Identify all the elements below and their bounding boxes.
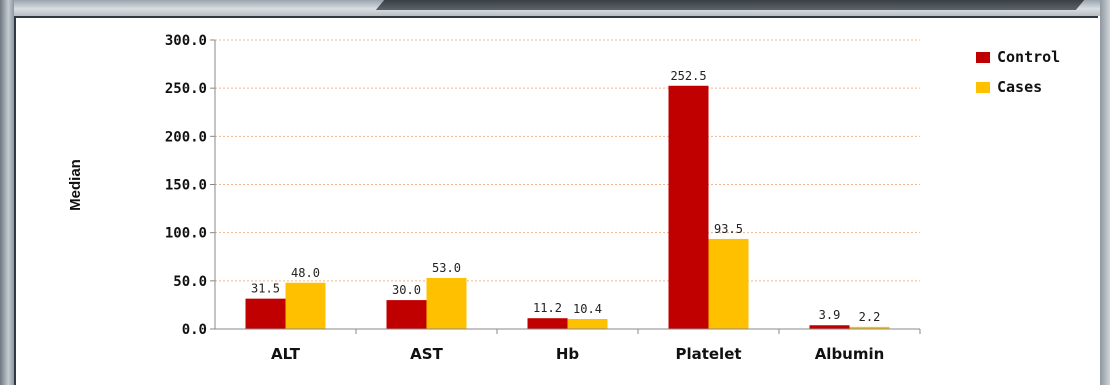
legend-label-cases: Cases — [997, 78, 1042, 96]
y-axis-label: Median — [67, 159, 84, 211]
window-frame-left — [0, 0, 14, 385]
bars — [245, 85, 890, 329]
gridlines — [215, 39, 920, 282]
y-tick-label: 150.0 — [165, 178, 207, 194]
data-label: 30.0 — [392, 283, 421, 297]
x-tick-label: Hb — [556, 345, 580, 363]
bar-cases-albumin — [849, 326, 890, 329]
y-tick-label: 250.0 — [165, 81, 207, 97]
y-tick-label: 0.0 — [182, 322, 207, 338]
data-label: 93.5 — [714, 222, 743, 236]
data-label: 31.5 — [251, 282, 280, 296]
data-label: 10.4 — [573, 302, 602, 316]
bar-cases-platelet — [708, 238, 749, 329]
y-tick-label: 200.0 — [165, 129, 207, 145]
legend-swatch-control — [976, 52, 990, 63]
y-tick-label: 300.0 — [165, 33, 207, 49]
data-label: 11.2 — [533, 301, 562, 315]
data-label: 252.5 — [670, 69, 706, 83]
x-tick-label: Albumin — [815, 345, 885, 363]
bar-control-platelet — [668, 85, 709, 329]
legend-label-control: Control — [997, 48, 1060, 66]
bar-control-ast — [386, 300, 427, 329]
data-label: 53.0 — [432, 261, 461, 275]
bar-cases-alt — [285, 282, 326, 329]
y-tick-label: 50.0 — [173, 274, 207, 290]
window-frame-top — [0, 0, 1110, 16]
window-frame-right — [1100, 0, 1110, 385]
bar-cases-ast — [426, 277, 467, 329]
x-tick-label: AST — [410, 345, 443, 363]
x-tick-label: ALT — [271, 345, 301, 363]
y-tick-label: 100.0 — [165, 226, 207, 242]
bar-control-alt — [245, 298, 286, 329]
bar-cases-hb — [567, 318, 608, 329]
axes — [210, 39, 921, 334]
bar-control-hb — [527, 318, 568, 329]
legend: Control Cases — [976, 48, 1060, 96]
data-label: 2.2 — [859, 310, 881, 324]
data-label: 3.9 — [819, 308, 841, 322]
data-label: 48.0 — [291, 266, 320, 280]
legend-swatch-cases — [976, 82, 990, 93]
x-tick-label: Platelet — [675, 345, 741, 363]
labels: 0.0 50.0 100.0 150.0 200.0 250.0 300.0 31.5 48.0… — [165, 33, 884, 363]
bar-control-albumin — [809, 325, 850, 329]
